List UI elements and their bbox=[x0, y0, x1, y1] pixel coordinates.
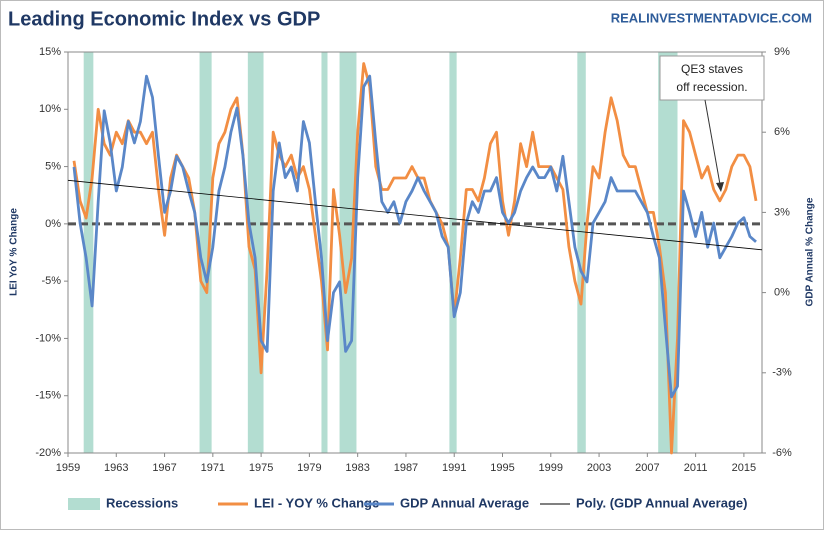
x-tick-label: 1971 bbox=[201, 462, 225, 474]
x-tick-label: 2015 bbox=[732, 462, 756, 474]
legend-swatch bbox=[68, 498, 100, 510]
y2-tick-label: 3% bbox=[774, 206, 790, 218]
x-tick-label: 2007 bbox=[635, 462, 659, 474]
annotation-text: QE3 staves bbox=[681, 62, 743, 76]
x-tick-label: 2011 bbox=[684, 462, 708, 474]
x-tick-label: 1967 bbox=[152, 462, 176, 474]
recession-band bbox=[449, 52, 457, 453]
plot-frame bbox=[67, 51, 763, 454]
recession-band bbox=[83, 52, 94, 453]
y-tick-label: -5% bbox=[41, 275, 61, 287]
y2-tick-label: 9% bbox=[774, 46, 790, 58]
series-line bbox=[72, 74, 757, 399]
x-tick-label: 1987 bbox=[394, 462, 418, 474]
legend-label: LEI - YOY % Change bbox=[254, 495, 379, 510]
x-tick-label: 1979 bbox=[297, 462, 321, 474]
trend-line bbox=[67, 179, 763, 251]
annotation-box bbox=[659, 55, 765, 101]
recession-band bbox=[321, 52, 328, 453]
y2-tick-label: 0% bbox=[774, 287, 790, 299]
legend-label: Recessions bbox=[106, 495, 178, 510]
x-tick-label: 1991 bbox=[442, 462, 466, 474]
recession-band bbox=[577, 52, 586, 453]
x-tick-label: 1995 bbox=[490, 462, 514, 474]
legend-label: GDP Annual Average bbox=[400, 495, 529, 510]
y2-tick-label: -6% bbox=[772, 447, 792, 459]
recession-band bbox=[199, 52, 212, 453]
x-tick-label: 1963 bbox=[104, 462, 128, 474]
recession-band bbox=[658, 52, 678, 453]
x-tick-label: 1999 bbox=[539, 462, 563, 474]
annotation-text: off recession. bbox=[676, 80, 747, 94]
chart-title: Leading Economic Index vs GDP bbox=[8, 8, 320, 30]
y-tick-label: 10% bbox=[39, 103, 61, 115]
y-tick-label: -20% bbox=[35, 447, 61, 459]
source: REALINVESTMENTADVICE.COM bbox=[611, 10, 812, 25]
x-tick-label: 1983 bbox=[345, 462, 369, 474]
y-tick-label: 5% bbox=[45, 160, 61, 172]
recession-band bbox=[339, 52, 357, 453]
x-tick-label: 1975 bbox=[249, 462, 273, 474]
annotation-arrowhead bbox=[716, 182, 724, 192]
y-tick-label: -10% bbox=[35, 332, 61, 344]
y2-tick-label: -3% bbox=[772, 367, 792, 379]
x-tick-label: 1959 bbox=[56, 462, 80, 474]
y-tick-label: -15% bbox=[35, 390, 61, 402]
y-tick-label: 0% bbox=[45, 218, 61, 230]
x-tick-label: 2003 bbox=[587, 462, 611, 474]
y2-tick-label: 6% bbox=[774, 126, 790, 138]
legend-label: Poly. (GDP Annual Average) bbox=[576, 495, 747, 510]
annotation-arrow bbox=[704, 99, 722, 191]
series-line bbox=[72, 62, 758, 455]
y-tick-label: 15% bbox=[39, 46, 61, 58]
y-axis-label: LEI YoY % Change bbox=[9, 208, 20, 296]
y2-axis-label: GDP Annual % Change bbox=[805, 197, 816, 306]
